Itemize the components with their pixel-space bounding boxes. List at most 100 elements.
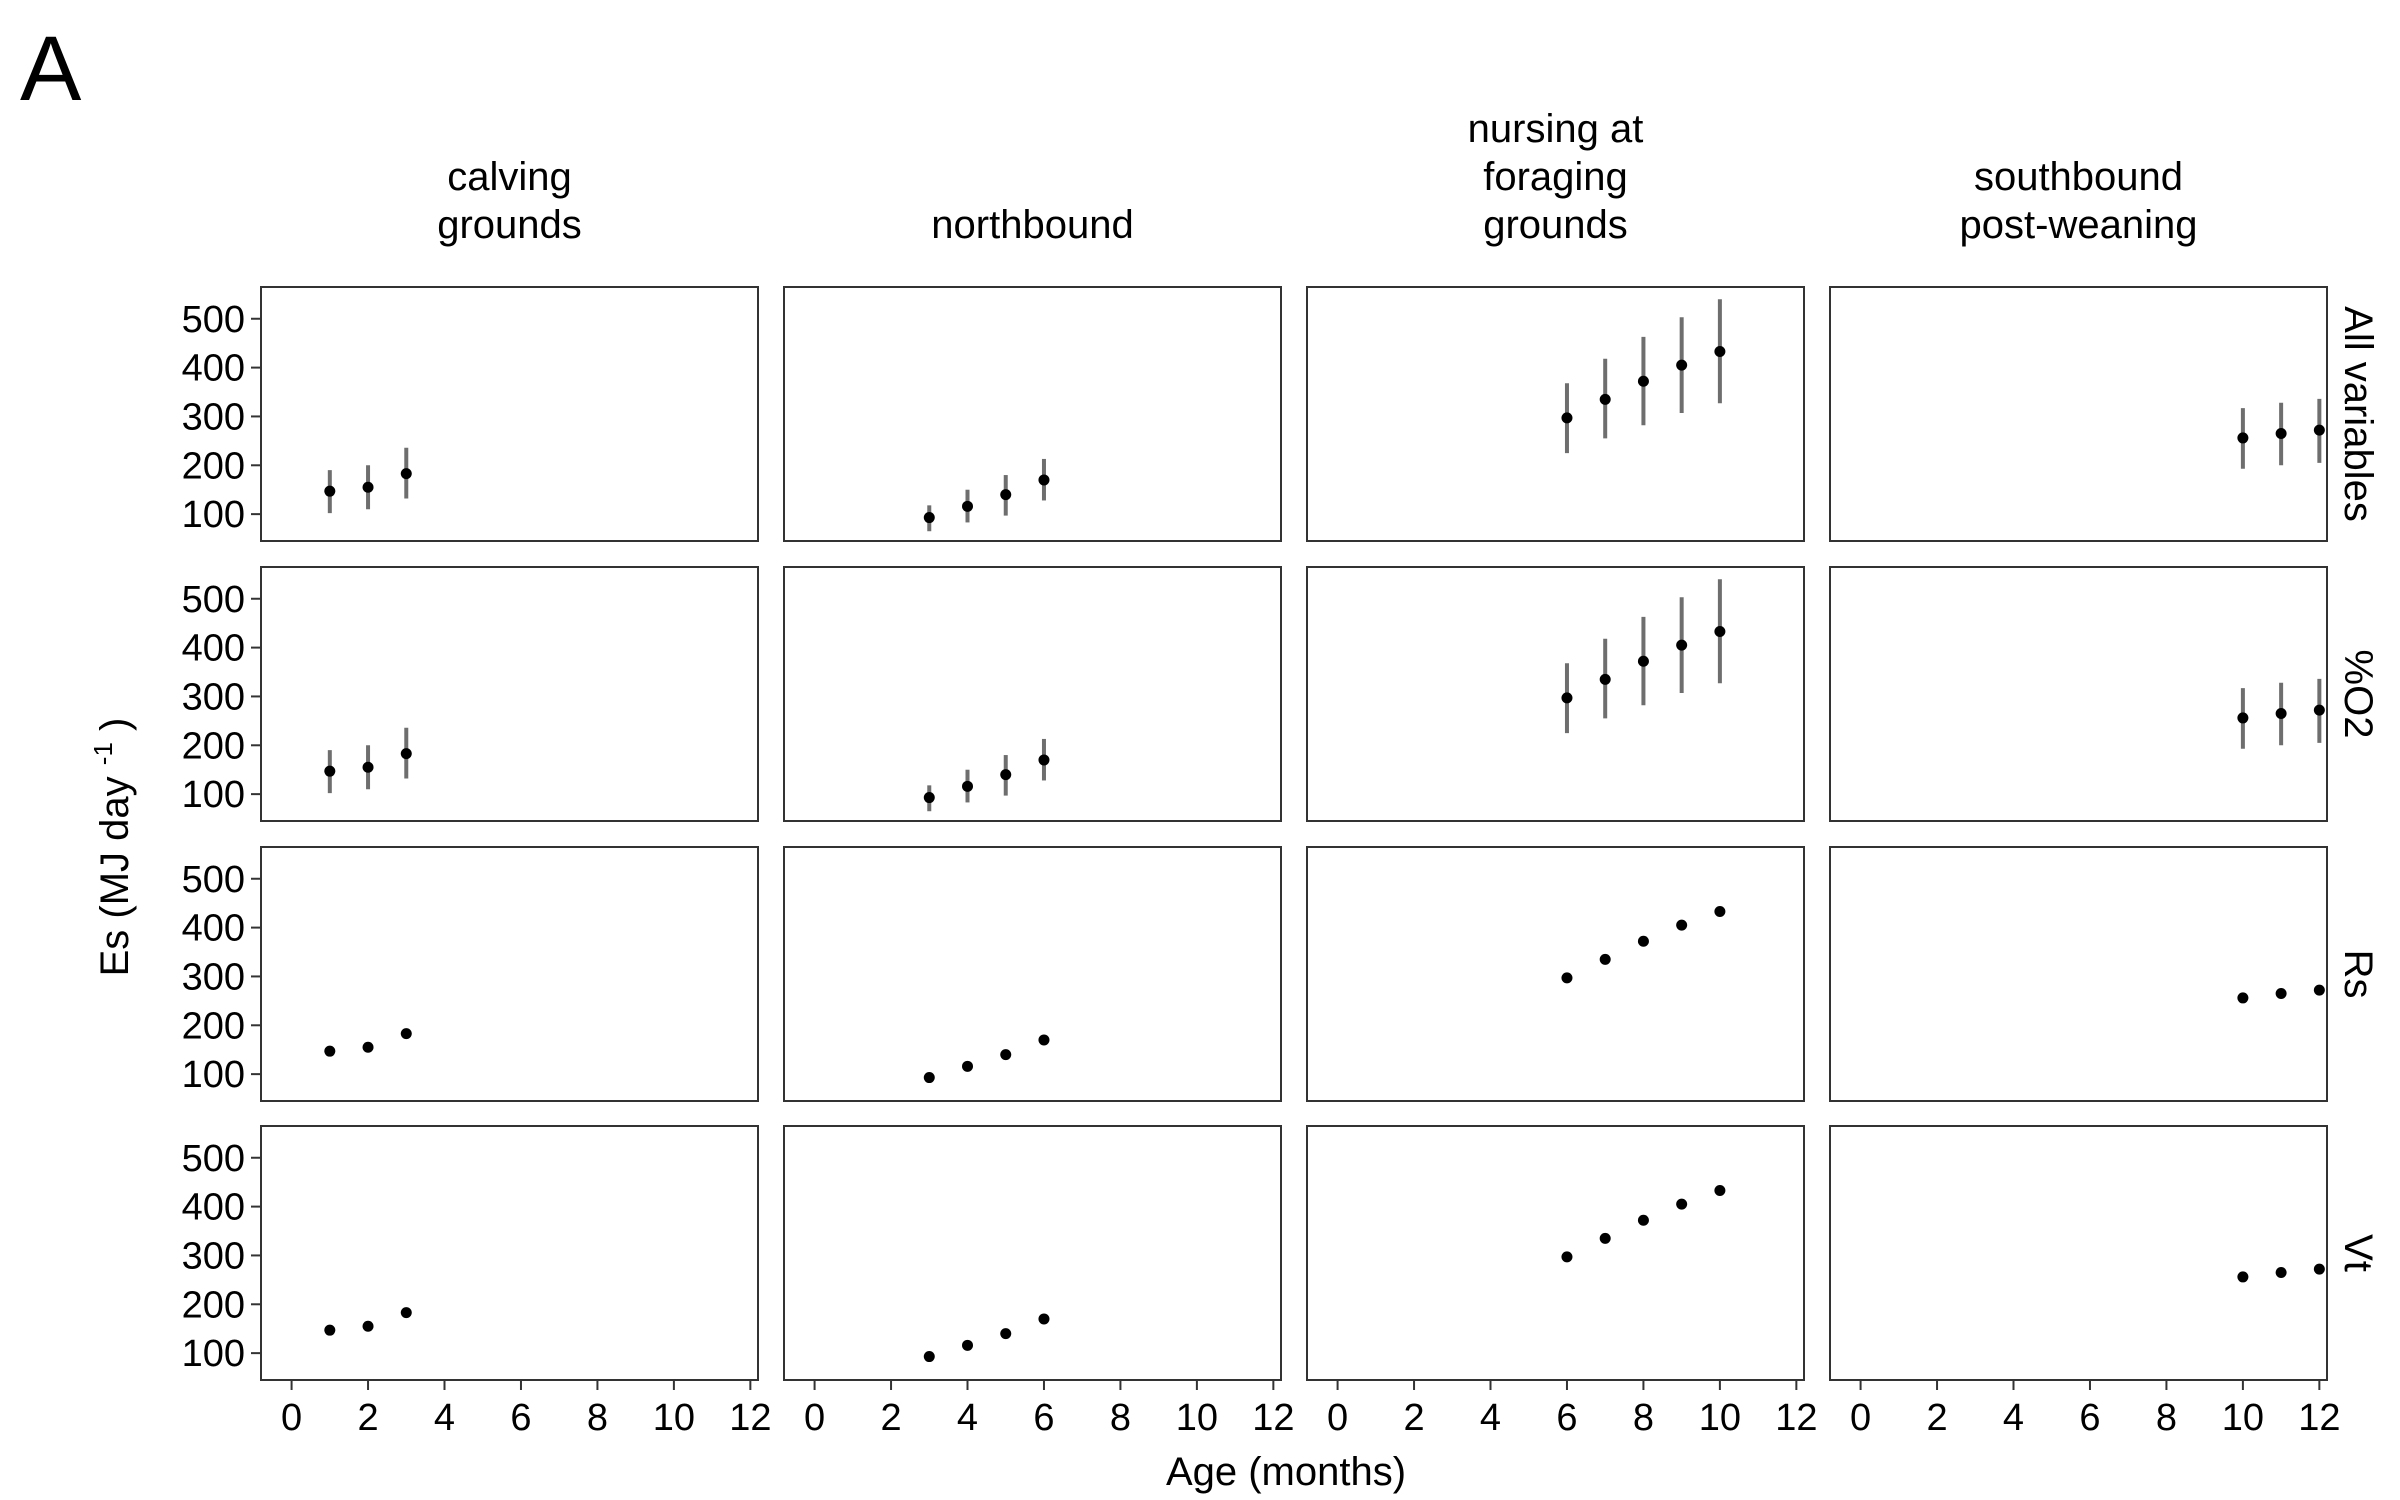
x-tick-label: 0	[281, 1397, 302, 1439]
row-strip-label-1: All variables	[2336, 306, 2380, 522]
data-point	[1000, 1328, 1012, 1340]
column-strip-label-3-line-3: grounds	[1483, 203, 1628, 247]
column-strip-label-3-line-2: foraging	[1483, 155, 1628, 199]
x-tick-label: 10	[1176, 1397, 1218, 1439]
panel-border	[260, 566, 759, 822]
panel-r4-c4	[1829, 1125, 2328, 1381]
panel-r2-c4	[1829, 566, 2328, 822]
panel-r3-c2	[783, 846, 1282, 1102]
x-tick-label: 12	[729, 1397, 771, 1439]
y-tick-label: 500	[182, 859, 245, 901]
y-tick-label: 500	[182, 579, 245, 621]
panel-border	[1829, 566, 2328, 822]
x-tick-label: 6	[1033, 1397, 1054, 1439]
x-tick-label: 0	[1327, 1397, 1348, 1439]
x-tick-label: 2	[880, 1397, 901, 1439]
row-strip-label-2: %O2	[2336, 650, 2380, 739]
x-axis-title: Age (months)	[1166, 1450, 1406, 1494]
y-tick-label: 400	[182, 908, 245, 950]
data-point	[2275, 988, 2287, 1000]
x-tick-label: 8	[1110, 1397, 1131, 1439]
data-point	[324, 485, 336, 497]
panel-r4-c2	[783, 1125, 1282, 1381]
x-tick-label: 12	[1775, 1397, 1817, 1439]
data-point	[962, 1339, 974, 1351]
y-axis-title: Es (MJ day -1 )	[77, 718, 137, 977]
data-point	[400, 748, 412, 760]
x-tick-label: 0	[1850, 1397, 1871, 1439]
data-point	[1714, 1184, 1726, 1196]
x-tick-label: 12	[1252, 1397, 1294, 1439]
column-strip-label-1-line-1: calving	[447, 155, 572, 199]
column-strip-label-2-line-1: northbound	[931, 203, 1133, 247]
data-point	[1038, 754, 1050, 766]
y-tick-label: 300	[182, 956, 245, 998]
data-point	[1599, 1232, 1611, 1244]
row-strip-labels: All variables %O2 Rs Vt	[2336, 306, 2380, 1272]
column-strip-label-4-line-2: post-weaning	[1960, 203, 2198, 247]
data-point	[1676, 639, 1688, 651]
panel-border	[783, 286, 1282, 542]
y-tick-label: 400	[182, 1187, 245, 1229]
panel-border	[1306, 1125, 1805, 1381]
panel-r2-c3	[1306, 566, 1805, 822]
y-tick-label: 100	[182, 494, 245, 536]
data-point	[923, 1072, 935, 1084]
y-axis-row-2: 100 200 300 400 500	[182, 579, 261, 816]
data-point	[2237, 992, 2249, 1004]
panel-r4-c3	[1306, 1125, 1805, 1381]
data-point	[362, 761, 374, 773]
panel-r1-c2	[783, 286, 1282, 542]
x-axis-col-4: 0 2 4 6 8 10 12	[1850, 1380, 2340, 1439]
panel-r2-c1	[260, 566, 759, 822]
data-point	[2313, 424, 2325, 436]
panel-border	[260, 286, 759, 542]
x-tick-label: 12	[2298, 1397, 2340, 1439]
x-tick-label: 10	[653, 1397, 695, 1439]
data-point	[2237, 712, 2249, 724]
x-axis-col-3: 0 2 4 6 8 10 12	[1327, 1380, 1817, 1439]
panel-label: A	[20, 18, 82, 120]
data-point	[1000, 489, 1012, 501]
data-point	[1637, 935, 1649, 947]
data-point	[324, 1324, 336, 1336]
data-point	[2275, 428, 2287, 440]
data-point	[923, 512, 935, 524]
data-point	[1714, 625, 1726, 637]
data-point	[1599, 953, 1611, 965]
y-tick-label: 100	[182, 774, 245, 816]
column-strip-label-4-line-1: southbound	[1974, 155, 2183, 199]
data-point	[1561, 692, 1573, 704]
panel-border	[1306, 286, 1805, 542]
panel-border	[1829, 286, 2328, 542]
data-point	[1561, 972, 1573, 984]
data-point	[362, 1320, 374, 1332]
data-point	[324, 765, 336, 777]
data-point	[962, 500, 974, 512]
x-axis-col-2: 0 2 4 6 8 10 12	[804, 1380, 1294, 1439]
x-tick-label: 2	[1926, 1397, 1947, 1439]
y-axis-row-3: 100 200 300 400 500	[182, 859, 261, 1096]
panel-border	[1829, 1125, 2328, 1381]
y-tick-label: 200	[182, 445, 245, 487]
x-tick-label: 8	[587, 1397, 608, 1439]
x-tick-label: 4	[957, 1397, 978, 1439]
y-tick-label: 200	[182, 1284, 245, 1326]
data-point	[1637, 655, 1649, 667]
x-tick-label: 6	[1556, 1397, 1577, 1439]
panel-border	[1829, 846, 2328, 1102]
panel-border	[1306, 566, 1805, 822]
data-point	[923, 1351, 935, 1363]
x-tick-label: 0	[804, 1397, 825, 1439]
x-tick-label: 2	[1403, 1397, 1424, 1439]
y-axis-row-1: 100 200 300 400 500	[182, 299, 261, 536]
data-point	[324, 1045, 336, 1057]
data-point	[1000, 1049, 1012, 1061]
x-tick-label: 4	[2003, 1397, 2024, 1439]
data-point	[1637, 1214, 1649, 1226]
data-point	[2313, 984, 2325, 996]
x-tick-label: 8	[1633, 1397, 1654, 1439]
data-point	[362, 481, 374, 493]
panel-border	[783, 1125, 1282, 1381]
